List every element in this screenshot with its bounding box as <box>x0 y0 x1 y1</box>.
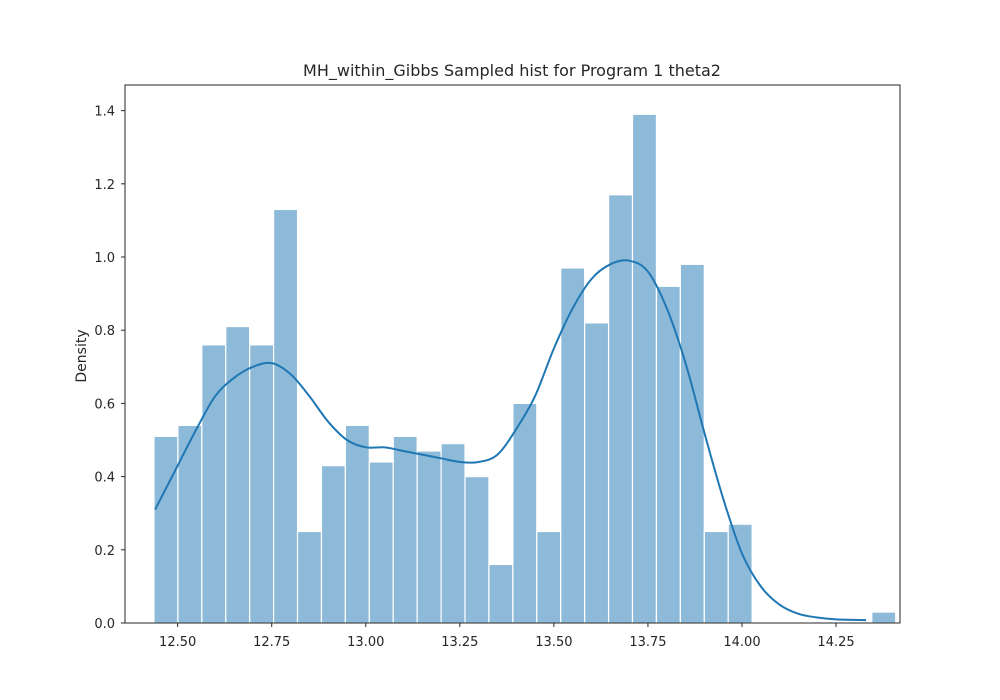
y-tick-label: 1.4 <box>94 105 115 120</box>
histogram-bar <box>464 476 490 624</box>
x-tick-label: 13.50 <box>535 635 572 650</box>
kde-curve <box>154 259 867 622</box>
x-axis-ticks: 12.50 12.75 13.00 13.25 13.50 13.75 14.00 14.25 <box>159 623 855 650</box>
histogram-bar <box>368 461 394 624</box>
x-tick-label: 12.75 <box>253 635 290 650</box>
histogram-bar <box>560 267 586 624</box>
histogram-bar <box>584 322 610 624</box>
chart-title: MH_within_Gibbs Sampled hist for Program… <box>303 61 721 81</box>
histogram-bar <box>607 194 634 624</box>
x-tick-label: 14.25 <box>817 635 854 650</box>
histogram-bar <box>416 450 442 624</box>
y-tick-label: 1.0 <box>94 251 115 266</box>
histogram-bar <box>344 424 370 624</box>
histogram-bar <box>631 113 658 624</box>
x-tick-label: 13.75 <box>629 635 666 650</box>
histogram-bar <box>512 402 538 624</box>
histogram-bar <box>392 435 418 624</box>
histogram-bar <box>536 530 562 624</box>
histogram-bar <box>703 530 729 624</box>
x-tick-label: 12.50 <box>159 635 196 650</box>
y-tick-label: 0.6 <box>94 397 115 412</box>
histogram-bar <box>273 208 299 624</box>
y-tick-label: 0.0 <box>94 617 115 632</box>
y-tick-label: 1.2 <box>94 178 115 193</box>
histogram-bar <box>727 523 753 624</box>
plot-frame <box>124 84 901 624</box>
y-tick-label: 0.8 <box>94 324 115 339</box>
histogram-bar <box>871 611 897 624</box>
histogram-bar <box>177 424 203 624</box>
y-axis-ticks: 0.0 0.2 0.4 0.6 0.8 1.0 1.2 1.4 <box>94 105 125 632</box>
histogram-bar <box>296 530 323 624</box>
x-tick-label: 14.00 <box>723 635 760 650</box>
histogram-bar <box>440 443 466 624</box>
y-tick-label: 0.4 <box>94 471 115 486</box>
histogram-bar <box>488 563 514 624</box>
y-axis-label: Density <box>74 329 90 382</box>
y-tick-label: 0.2 <box>94 544 115 559</box>
histogram-bar <box>320 465 346 624</box>
histogram-bar <box>201 344 227 624</box>
histogram-bar <box>153 435 179 624</box>
x-tick-label: 13.25 <box>441 635 478 650</box>
histogram-bar <box>679 263 705 624</box>
histogram-bar <box>249 344 275 624</box>
histogram-bars <box>153 113 897 624</box>
x-tick-label: 13.00 <box>347 635 384 650</box>
